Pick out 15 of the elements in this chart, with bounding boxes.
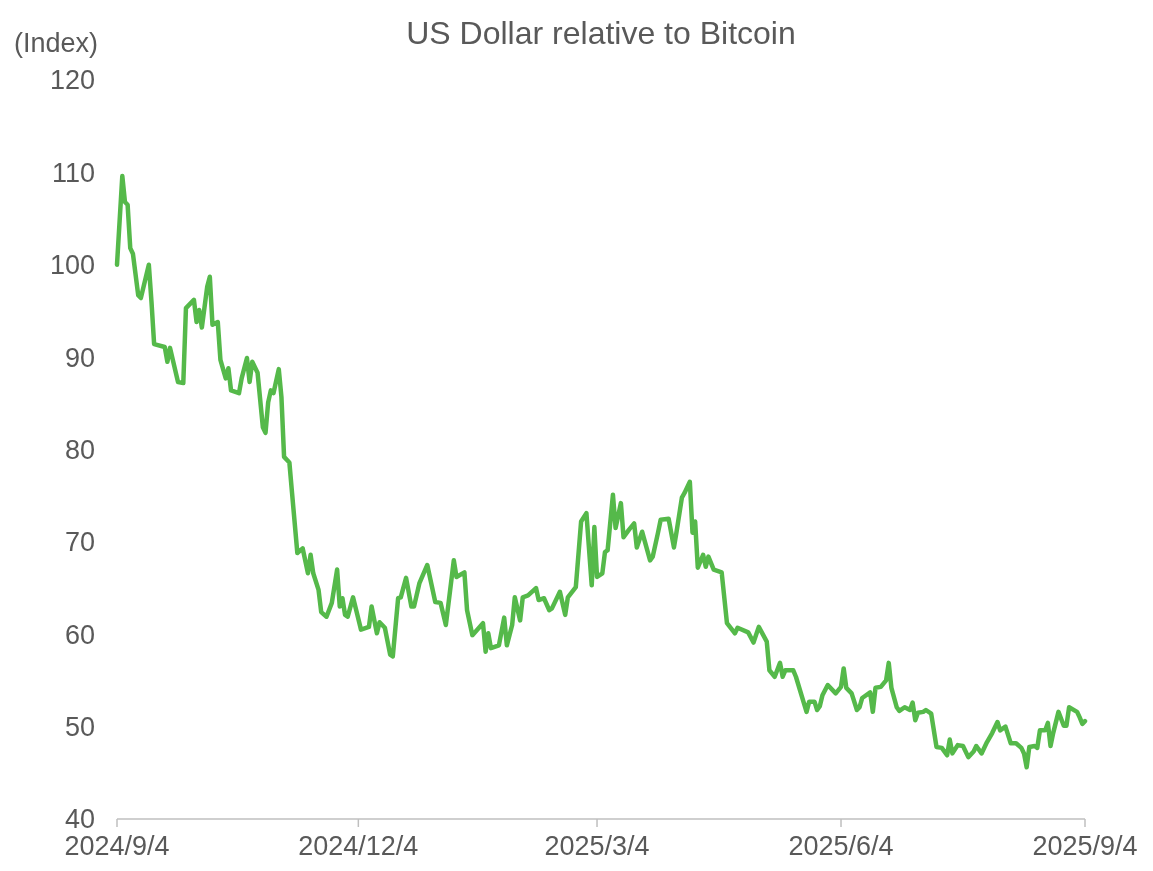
chart-title: US Dollar relative to Bitcoin: [406, 15, 796, 51]
y-tick-label: 100: [49, 250, 95, 281]
x-tick-label: 2025/9/4: [1032, 831, 1138, 861]
y-tick-label: 70: [64, 527, 95, 558]
y-tick-label: 60: [64, 619, 95, 650]
y-tick-label: 90: [64, 342, 95, 373]
y-axis-title: (Index): [14, 28, 99, 58]
y-tick-label: 120: [49, 65, 95, 96]
x-tick-label: 2024/12/4: [298, 831, 419, 861]
x-tick-label: 2025/3/4: [544, 831, 650, 861]
y-tick-label: 50: [64, 712, 95, 743]
y-tick-label: 110: [51, 157, 95, 188]
line-series: [114, 173, 1088, 770]
y-tick-label: 80: [64, 434, 95, 465]
x-tick-label: 2025/6/4: [788, 831, 894, 861]
